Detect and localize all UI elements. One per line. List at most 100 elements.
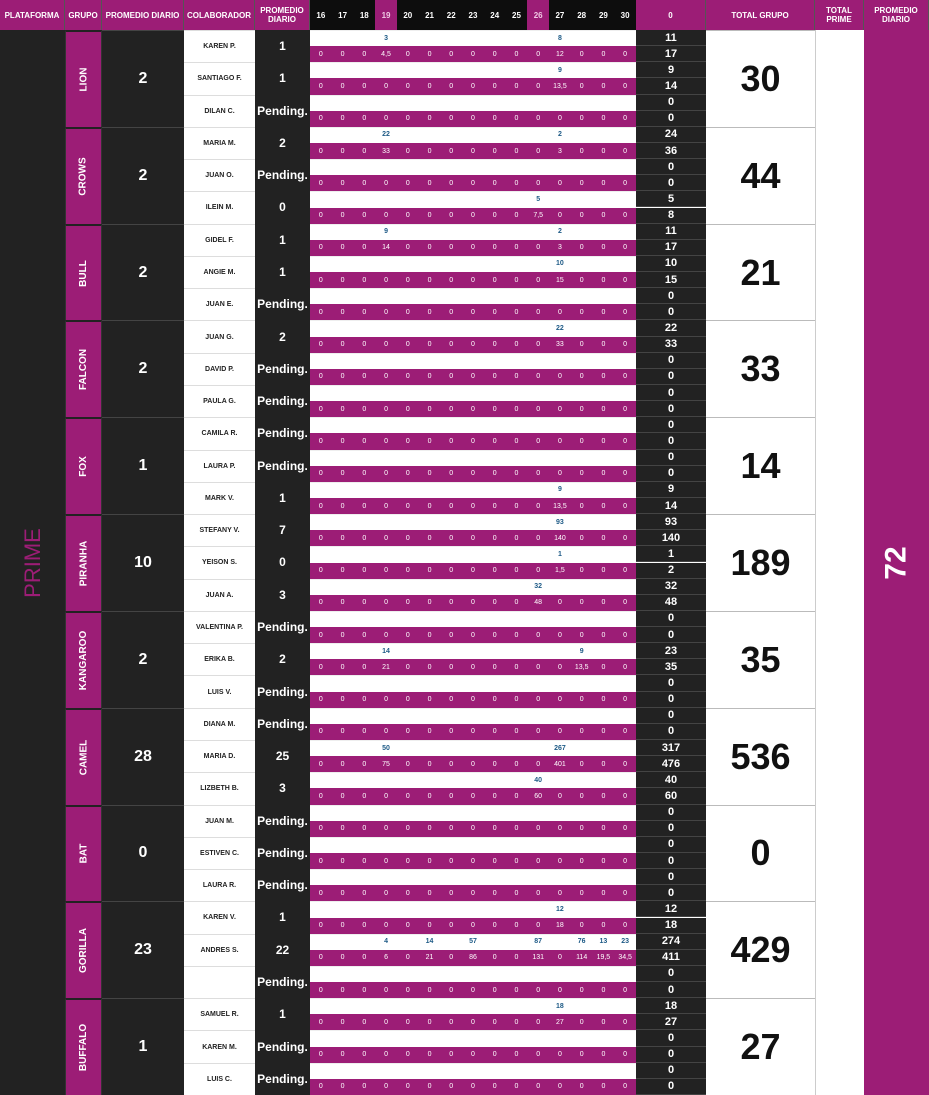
day-value: 0 bbox=[514, 1083, 519, 1091]
day-value: 0 bbox=[427, 437, 432, 445]
day-value: 0 bbox=[318, 437, 323, 445]
day-count: 40 bbox=[534, 776, 543, 784]
day-value: 0 bbox=[471, 244, 475, 252]
day-value: 0 bbox=[449, 922, 454, 930]
day-value: 0 bbox=[449, 760, 454, 768]
day-value: 0 bbox=[601, 1018, 606, 1026]
day-value: 0 bbox=[384, 567, 388, 575]
day-value: 0 bbox=[427, 663, 432, 671]
collaborator-name: MARK V. bbox=[184, 481, 255, 515]
collaborator-average: Pending. bbox=[255, 94, 310, 127]
value-row bbox=[310, 110, 636, 127]
group-name: BUFFALO bbox=[65, 998, 102, 1095]
day-value: 0 bbox=[623, 825, 628, 833]
day-value: 0 bbox=[340, 405, 345, 413]
group-name-text: BAT bbox=[78, 844, 89, 864]
header-cell: PROMEDIO DIARIO bbox=[102, 0, 184, 30]
day-value: 0 bbox=[362, 825, 367, 833]
day-value: 0 bbox=[405, 631, 410, 639]
day-value: 0 bbox=[536, 179, 541, 187]
total-value: 48 bbox=[636, 594, 706, 611]
day-value: 0 bbox=[318, 147, 323, 155]
day-value: 0 bbox=[536, 825, 541, 833]
day-value: 0 bbox=[492, 567, 497, 575]
collaborator-average: 0 bbox=[255, 191, 310, 224]
day-value: 0 bbox=[601, 1083, 606, 1091]
day-value: 0 bbox=[340, 954, 345, 962]
day-value: 0 bbox=[557, 1083, 562, 1091]
day-value: 0 bbox=[427, 50, 432, 58]
value-row bbox=[310, 982, 636, 999]
day-value: 0 bbox=[492, 889, 497, 897]
count-row bbox=[310, 578, 636, 595]
day-value: 0 bbox=[449, 857, 454, 865]
day-value: 0 bbox=[601, 728, 606, 736]
day-value: 0 bbox=[623, 792, 628, 800]
day-count: 76 bbox=[577, 938, 586, 946]
day-value: 0 bbox=[449, 50, 454, 58]
day-value: 0 bbox=[427, 1083, 432, 1091]
day-value: 75 bbox=[382, 760, 390, 768]
count-row bbox=[310, 804, 636, 821]
day-value: 0 bbox=[427, 212, 432, 220]
day-value: 13,5 bbox=[574, 663, 589, 671]
day-value: 0 bbox=[579, 1051, 584, 1059]
day-value: 0 bbox=[471, 50, 475, 58]
day-value: 0 bbox=[340, 792, 345, 800]
day-value: 0 bbox=[405, 567, 410, 575]
day-value: 0 bbox=[514, 631, 519, 639]
day-value: 0 bbox=[471, 631, 475, 639]
day-value: 0 bbox=[557, 599, 562, 607]
day-value: 0 bbox=[623, 437, 628, 445]
day-value: 0 bbox=[318, 728, 323, 736]
day-value: 0 bbox=[471, 857, 475, 865]
day-value: 0 bbox=[471, 825, 475, 833]
day-value: 1,5 bbox=[555, 567, 565, 575]
day-value: 60 bbox=[534, 792, 543, 800]
count-row bbox=[310, 288, 636, 305]
day-header: 18 bbox=[353, 0, 376, 30]
day-count: 5 bbox=[536, 195, 541, 203]
collaborator-average: Pending. bbox=[255, 965, 310, 999]
total-count: 0 bbox=[636, 449, 706, 466]
total-value: 14 bbox=[636, 78, 706, 95]
collaborator-average: 3 bbox=[255, 772, 310, 805]
collaborator-average: Pending. bbox=[255, 1062, 310, 1095]
collaborator-name: DAVID P. bbox=[184, 352, 255, 385]
total-count: 0 bbox=[636, 288, 706, 305]
day-value: 0 bbox=[514, 502, 519, 510]
group-average: 2 bbox=[102, 610, 184, 708]
day-value: 0 bbox=[623, 212, 628, 220]
day-value: 0 bbox=[318, 954, 323, 962]
day-value: 0 bbox=[427, 889, 432, 897]
day-value: 0 bbox=[449, 276, 454, 284]
total-value: 36 bbox=[636, 142, 706, 160]
collaborator-average: 0 bbox=[255, 546, 310, 579]
total-count: 0 bbox=[636, 675, 706, 692]
day-value: 0 bbox=[536, 82, 541, 90]
day-value: 21 bbox=[382, 663, 390, 671]
day-count: 2 bbox=[557, 131, 562, 139]
day-value: 0 bbox=[384, 696, 388, 704]
day-value: 0 bbox=[471, 502, 475, 510]
day-value: 0 bbox=[557, 437, 562, 445]
value-row bbox=[310, 336, 636, 353]
day-value: 0 bbox=[318, 373, 323, 381]
day-value: 0 bbox=[579, 792, 584, 800]
day-header: 20 bbox=[396, 0, 419, 30]
day-value: 0 bbox=[318, 50, 323, 58]
day-value: 0 bbox=[384, 115, 388, 123]
group-total: 21 bbox=[706, 223, 815, 321]
collaborator-name: ILEIN M. bbox=[184, 191, 255, 224]
day-value: 0 bbox=[362, 631, 367, 639]
day-value: 0 bbox=[536, 567, 541, 575]
day-value: 0 bbox=[384, 405, 388, 413]
day-value: 0 bbox=[557, 986, 562, 994]
collaborator-name: JUAN O. bbox=[184, 159, 255, 192]
day-value: 0 bbox=[623, 1051, 628, 1059]
day-value: 0 bbox=[579, 470, 584, 478]
collaborator-average: Pending. bbox=[255, 869, 310, 902]
day-value: 0 bbox=[405, 825, 410, 833]
day-value: 0 bbox=[623, 696, 628, 704]
day-count: 3 bbox=[384, 34, 388, 42]
